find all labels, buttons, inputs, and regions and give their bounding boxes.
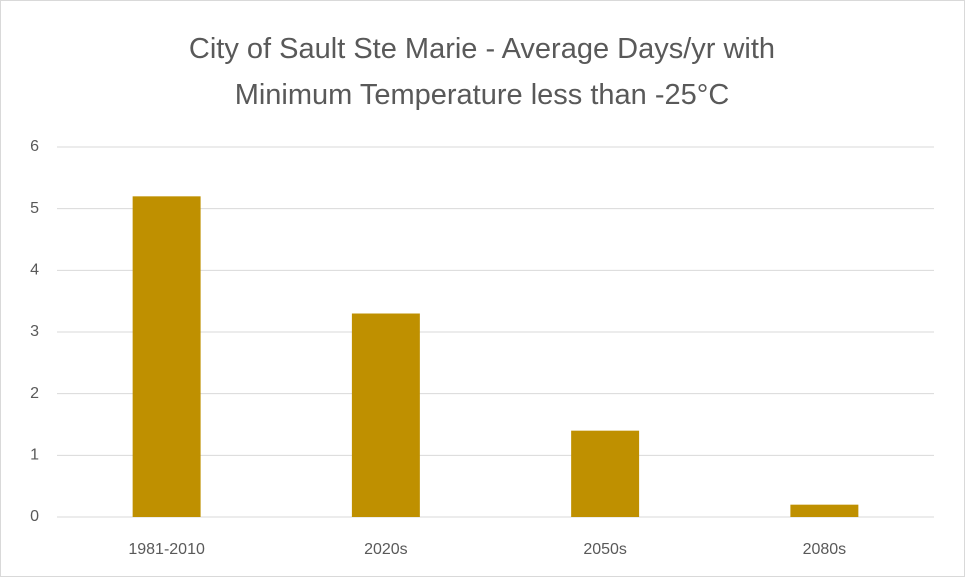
y-tick-label: 4 [30,262,39,279]
x-tick-label: 1981-2010 [128,541,205,558]
bar [571,430,640,517]
chart-title: City of Sault Ste Marie - Average Days/y… [188,33,776,111]
bar [132,196,201,518]
y-tick-label: 1 [30,447,39,464]
y-tick-label: 0 [30,508,39,525]
bar [790,504,859,517]
y-tick-label: 2 [30,385,39,402]
x-tick-label: 2080s [803,541,847,558]
y-tick-label: 6 [30,138,39,155]
x-tick-label: 2050s [583,541,627,558]
y-tick-label: 5 [30,200,39,217]
x-tick-label: 2020s [364,541,408,558]
y-tick-label: 3 [30,323,39,340]
bar [351,313,420,517]
